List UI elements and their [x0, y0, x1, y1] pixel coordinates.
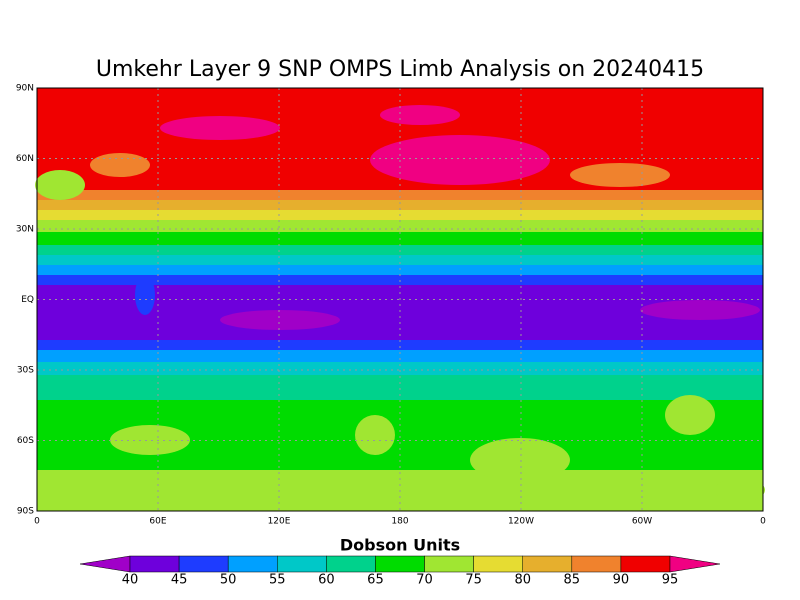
colorbar-label: 90	[613, 573, 630, 588]
contour-blob	[135, 275, 155, 315]
colorbar-segment	[473, 555, 523, 573]
colorbar-segment	[129, 555, 180, 573]
contour-blob	[160, 116, 280, 140]
colorbar-segment	[326, 555, 376, 573]
colorbar-label: 45	[171, 573, 188, 588]
contour-blob	[470, 438, 570, 482]
x-tick-label: 180	[391, 517, 408, 527]
colorbar-label: 75	[465, 573, 482, 588]
x-tick-label: 120W	[508, 517, 534, 527]
y-tick-label: EQ	[21, 295, 34, 305]
contour-blob	[35, 170, 85, 200]
map-frame	[36, 87, 764, 512]
colorbar-segment	[277, 555, 327, 573]
x-tick-label: 60E	[149, 517, 166, 527]
colorbar-under	[79, 555, 131, 573]
contour-blob	[570, 163, 670, 187]
y-tick-label: 60N	[16, 154, 34, 164]
colorbar-segment	[620, 555, 671, 573]
x-tick-label: 0	[34, 517, 40, 527]
colorbar-label: 55	[269, 573, 286, 588]
colorbar-segment	[571, 555, 622, 573]
chart-title: Umkehr Layer 9 SNP OMPS Limb Analysis on…	[96, 57, 704, 82]
contour-blob	[110, 425, 190, 455]
x-tick-label: 0	[760, 517, 766, 527]
colorbar-label: 80	[514, 573, 531, 588]
contour-band	[37, 255, 763, 265]
contour-band	[37, 350, 763, 362]
contour-blob	[355, 415, 395, 455]
contour-blob	[220, 310, 340, 330]
contour-band	[37, 375, 763, 400]
contour-blob	[715, 478, 765, 502]
contour-blob	[370, 135, 550, 185]
colorbar-label: 85	[564, 573, 581, 588]
colorbar-label: 65	[367, 573, 384, 588]
contour-blob	[380, 105, 460, 125]
colorbar-label: 40	[122, 573, 139, 588]
y-tick-label: 90S	[17, 507, 34, 517]
colorbar-label: 95	[662, 573, 679, 588]
colorbar-title: Dobson Units	[340, 536, 460, 555]
y-tick-label: 90N	[16, 84, 34, 94]
y-tick-label: 30S	[17, 366, 34, 376]
colorbar-segment	[375, 555, 425, 573]
colorbar-segment	[424, 555, 474, 573]
y-tick-label: 60S	[17, 436, 34, 446]
colorbar-over	[669, 555, 721, 573]
contour-band	[37, 200, 763, 210]
contour-blob	[90, 153, 150, 177]
x-tick-label: 60W	[632, 517, 652, 527]
contour-band	[37, 362, 763, 375]
colorbar-label: 50	[220, 573, 237, 588]
colorbar-segment	[227, 555, 278, 573]
colorbar-segment	[178, 555, 229, 573]
colorbar-label: 60	[318, 573, 335, 588]
contour-band	[37, 340, 763, 350]
colorbar: 40 45 50 55 60 65 70 75 80 85 90 95	[79, 555, 721, 588]
colorbar-segment	[522, 555, 573, 573]
contour-blob	[665, 395, 715, 435]
contour-band	[37, 190, 763, 200]
colorbar-label: 70	[416, 573, 433, 588]
x-tick-label: 120E	[268, 517, 291, 527]
y-tick-label: 30N	[16, 225, 34, 235]
contour-blob	[640, 300, 760, 320]
